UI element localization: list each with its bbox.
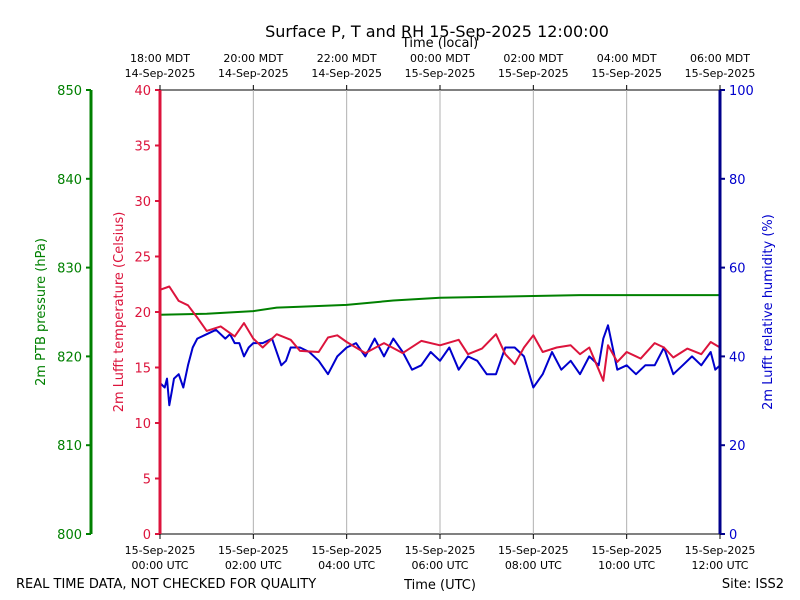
pressure-tick-label: 810 (57, 439, 82, 454)
top-tick-date: 15-Sep-2025 (591, 67, 662, 80)
top-tick-time: 20:00 MDT (223, 52, 283, 65)
temperature-tick-label: 15 (134, 362, 151, 377)
bottom-tick-date: 15-Sep-2025 (498, 544, 569, 557)
pressure-tick-label: 800 (57, 528, 82, 543)
top-tick-time: 00:00 MDT (410, 52, 470, 65)
humidity-tick-label: 80 (729, 173, 746, 188)
pressure-tick-label: 830 (57, 262, 82, 277)
series-line-pressure (159, 294, 720, 316)
gridlines (252, 90, 628, 534)
bottom-tick-date: 15-Sep-2025 (685, 544, 756, 557)
top-tick-time: 02:00 MDT (503, 52, 563, 65)
top-tick-date: 14-Sep-2025 (311, 67, 382, 80)
site-label: Site: ISS2 (722, 577, 784, 592)
humidity-tick-label: 0 (729, 528, 737, 543)
top-tick-date: 14-Sep-2025 (218, 67, 289, 80)
chart-title: Surface P, T and RH 15-Sep-2025 12:00:00 (265, 22, 609, 41)
bottom-tick-date: 15-Sep-2025 (125, 544, 196, 557)
temperature-tick-label: 35 (134, 140, 151, 155)
pressure-tick-label: 840 (57, 173, 82, 188)
bottom-tick-time: 02:00 UTC (225, 559, 282, 572)
bottom-tick-date: 15-Sep-2025 (591, 544, 662, 557)
bottom-time-ticks: 15-Sep-2025 00:00 UTC 15-Sep-2025 02:00 UTC… (125, 534, 756, 572)
bottom-tick-time: 10:00 UTC (598, 559, 655, 572)
bottom-tick-time: 04:00 UTC (318, 559, 375, 572)
temperature-tick-label: 25 (134, 251, 151, 266)
pressure-tick-label: 850 (57, 84, 82, 99)
temperature-tick-label: 10 (134, 417, 151, 432)
pressure-ticks: 800 810 820 830 840 850 (57, 84, 91, 543)
series-line-temperature (159, 285, 721, 382)
series-layer (159, 285, 721, 407)
bottom-tick-time: 12:00 UTC (691, 559, 748, 572)
bottom-tick-time: 06:00 UTC (411, 559, 468, 572)
quality-disclaimer: REAL TIME DATA, NOT CHECKED FOR QUALITY (16, 577, 316, 592)
humidity-tick-label: 60 (729, 262, 746, 277)
temperature-tick-label: 40 (134, 84, 151, 99)
temperature-tick-label: 5 (143, 473, 151, 488)
bottom-tick-time: 00:00 UTC (131, 559, 188, 572)
humidity-tick-label: 20 (729, 439, 746, 454)
temperature-ticks: 0 5 10 15 20 25 30 35 40 (134, 84, 160, 543)
bottom-tick-time: 08:00 UTC (505, 559, 562, 572)
temperature-tick-label: 0 (143, 528, 151, 543)
top-tick-time: 06:00 MDT (690, 52, 750, 65)
top-time-ticks: 18:00 MDT 14-Sep-2025 20:00 MDT 14-Sep-2025… (125, 52, 756, 90)
top-tick-date: 15-Sep-2025 (405, 67, 476, 80)
temperature-tick-label: 30 (134, 195, 151, 210)
bottom-tick-date: 15-Sep-2025 (405, 544, 476, 557)
top-tick-time: 04:00 MDT (597, 52, 657, 65)
humidity-tick-label: 100 (729, 84, 754, 99)
temperature-axis-label: 2m Lufft temperature (Celsius) (112, 212, 127, 413)
humidity-tick-label: 40 (729, 350, 746, 365)
bottom-axis-label: Time (UTC) (403, 578, 476, 593)
temperature-tick-label: 20 (134, 306, 151, 321)
pressure-axis-label: 2m PTB pressure (hPa) (34, 238, 49, 386)
top-tick-date: 14-Sep-2025 (125, 67, 196, 80)
bottom-tick-date: 15-Sep-2025 (218, 544, 289, 557)
humidity-axis-label: 2m Lufft relative humidity (%) (761, 214, 776, 410)
top-tick-date: 15-Sep-2025 (498, 67, 569, 80)
top-tick-time: 22:00 MDT (317, 52, 377, 65)
bottom-tick-date: 15-Sep-2025 (311, 544, 382, 557)
top-tick-time: 18:00 MDT (130, 52, 190, 65)
top-axis-label: Time (local) (401, 36, 478, 51)
pressure-tick-label: 820 (57, 350, 82, 365)
humidity-ticks: 0 20 40 60 80 100 (720, 84, 754, 543)
top-tick-date: 15-Sep-2025 (685, 67, 756, 80)
